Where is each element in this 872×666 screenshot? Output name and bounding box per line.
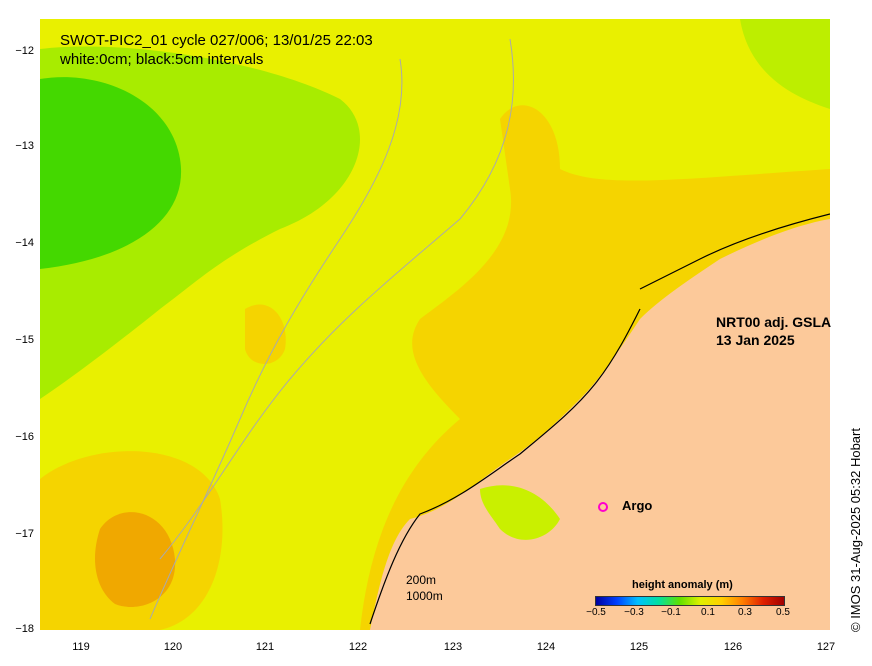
y-tick: −14 bbox=[15, 237, 34, 249]
colorbar-tick: −0.5 bbox=[586, 607, 606, 618]
argo-label: Argo bbox=[622, 498, 653, 513]
argo-marker-icon[interactable] bbox=[598, 502, 608, 512]
x-tick: 126 bbox=[723, 641, 743, 653]
x-tick: 122 bbox=[348, 641, 368, 653]
x-tick: 123 bbox=[443, 641, 463, 653]
x-tick: 124 bbox=[536, 641, 556, 653]
colorbar-tick: 0.1 bbox=[701, 607, 715, 618]
x-tick: 127 bbox=[816, 641, 836, 653]
anomaly-orange-eddy bbox=[95, 512, 176, 607]
colorbar-title: height anomaly (m) bbox=[632, 579, 733, 591]
y-tick: −13 bbox=[15, 140, 34, 152]
x-tick: 120 bbox=[163, 641, 183, 653]
depth-contour-1000 bbox=[149, 58, 403, 620]
x-tick: 119 bbox=[72, 641, 90, 653]
y-tick: −17 bbox=[15, 528, 34, 540]
y-tick: −16 bbox=[15, 431, 34, 443]
depth-contour-200 bbox=[159, 38, 514, 560]
y-tick: −18 bbox=[15, 623, 34, 635]
y-tick: −15 bbox=[15, 334, 34, 346]
product-name: NRT00 adj. GSLA bbox=[716, 314, 832, 330]
x-tick: 125 bbox=[629, 641, 649, 653]
depth-legend-deep: 1000m bbox=[406, 589, 443, 603]
y-tick: −12 bbox=[15, 45, 34, 57]
colorbar-tick: 0.5 bbox=[776, 607, 790, 618]
map-area[interactable] bbox=[40, 19, 830, 630]
gulf-green bbox=[480, 485, 560, 540]
colorbar bbox=[595, 596, 785, 606]
map-title: SWOT-PIC2_01 cycle 027/006; 13/01/25 22:… bbox=[60, 32, 373, 49]
anomaly-lime-northeast bbox=[740, 19, 830, 109]
colorbar-tick: −0.3 bbox=[624, 607, 644, 618]
land-australia bbox=[370, 219, 830, 630]
credit-text: © IMOS 31-Aug-2025 05:32 Hobart bbox=[848, 428, 863, 632]
x-tick: 121 bbox=[255, 641, 275, 653]
colorbar-tick: −0.1 bbox=[661, 607, 681, 618]
depth-legend-shallow: 200m bbox=[406, 573, 437, 587]
anomaly-green-core bbox=[40, 77, 182, 269]
anomaly-amber-small bbox=[245, 304, 286, 364]
map-subtitle: white:0cm; black:5cm intervals bbox=[60, 51, 264, 68]
colorbar-tick: 0.3 bbox=[738, 607, 752, 618]
product-date: 13 Jan 2025 bbox=[716, 332, 795, 348]
coastline bbox=[369, 213, 830, 625]
